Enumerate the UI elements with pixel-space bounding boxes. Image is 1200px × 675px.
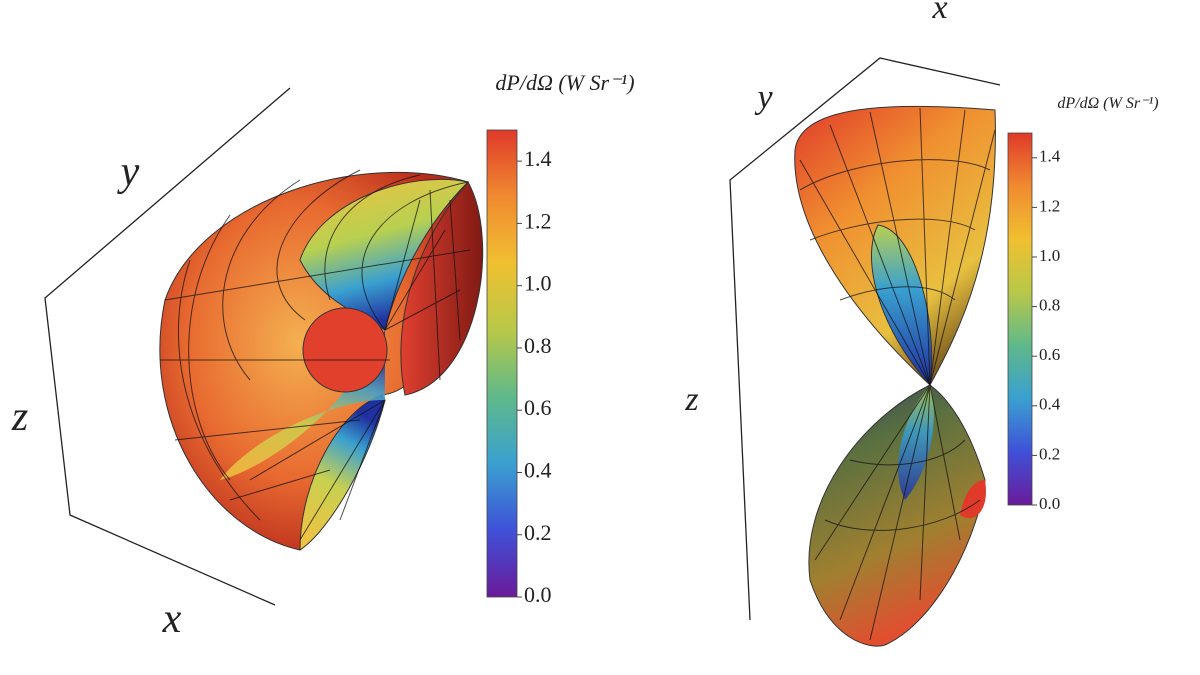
colorbar-label: dP/dΩ (W Sr⁻¹) — [1057, 95, 1158, 112]
x-axis-label: x — [931, 0, 947, 26]
colorbar-tick-label: 0.8 — [1039, 296, 1060, 315]
colorbar-tick-label: 1.4 — [524, 146, 552, 171]
z-axis-label: z — [11, 394, 28, 440]
axis-frame — [729, 57, 1001, 621]
colorbar-tick-label: 0.0 — [524, 582, 552, 607]
colorbar-tick-label: 1.2 — [524, 208, 552, 233]
colorbar-tick-label: 0.2 — [524, 520, 552, 545]
colorbar-tick-label: 0.6 — [1039, 345, 1060, 364]
colorbar-tick-label: 0.6 — [524, 395, 552, 420]
y-axis-label: y — [754, 79, 773, 116]
colorbar-tick-label: 0.8 — [524, 333, 552, 358]
colorbar — [1007, 132, 1033, 506]
colorbar-tick-label: 0.2 — [1039, 444, 1060, 463]
colorbar-tick-label: 1.0 — [524, 271, 552, 296]
colorbar-label: dP/dΩ (W Sr⁻¹) — [495, 70, 634, 95]
colorbar — [486, 129, 518, 598]
surface — [159, 169, 484, 551]
surface — [794, 105, 996, 647]
colorbar-tick-label: 0.4 — [1039, 395, 1061, 414]
x-axis-label: x — [162, 596, 182, 642]
colorbar-tick-label: 1.4 — [1039, 147, 1061, 166]
colorbar-tick-label: 0.0 — [1039, 494, 1060, 513]
axis-frame — [44, 87, 291, 606]
y-axis-label: y — [117, 149, 140, 195]
colorbar-tick-label: 1.2 — [1039, 196, 1060, 215]
colorbar-tick-label: 1.0 — [1039, 246, 1060, 265]
colorbar-tick-label: 0.4 — [524, 458, 552, 483]
z-axis-label: z — [684, 381, 698, 418]
